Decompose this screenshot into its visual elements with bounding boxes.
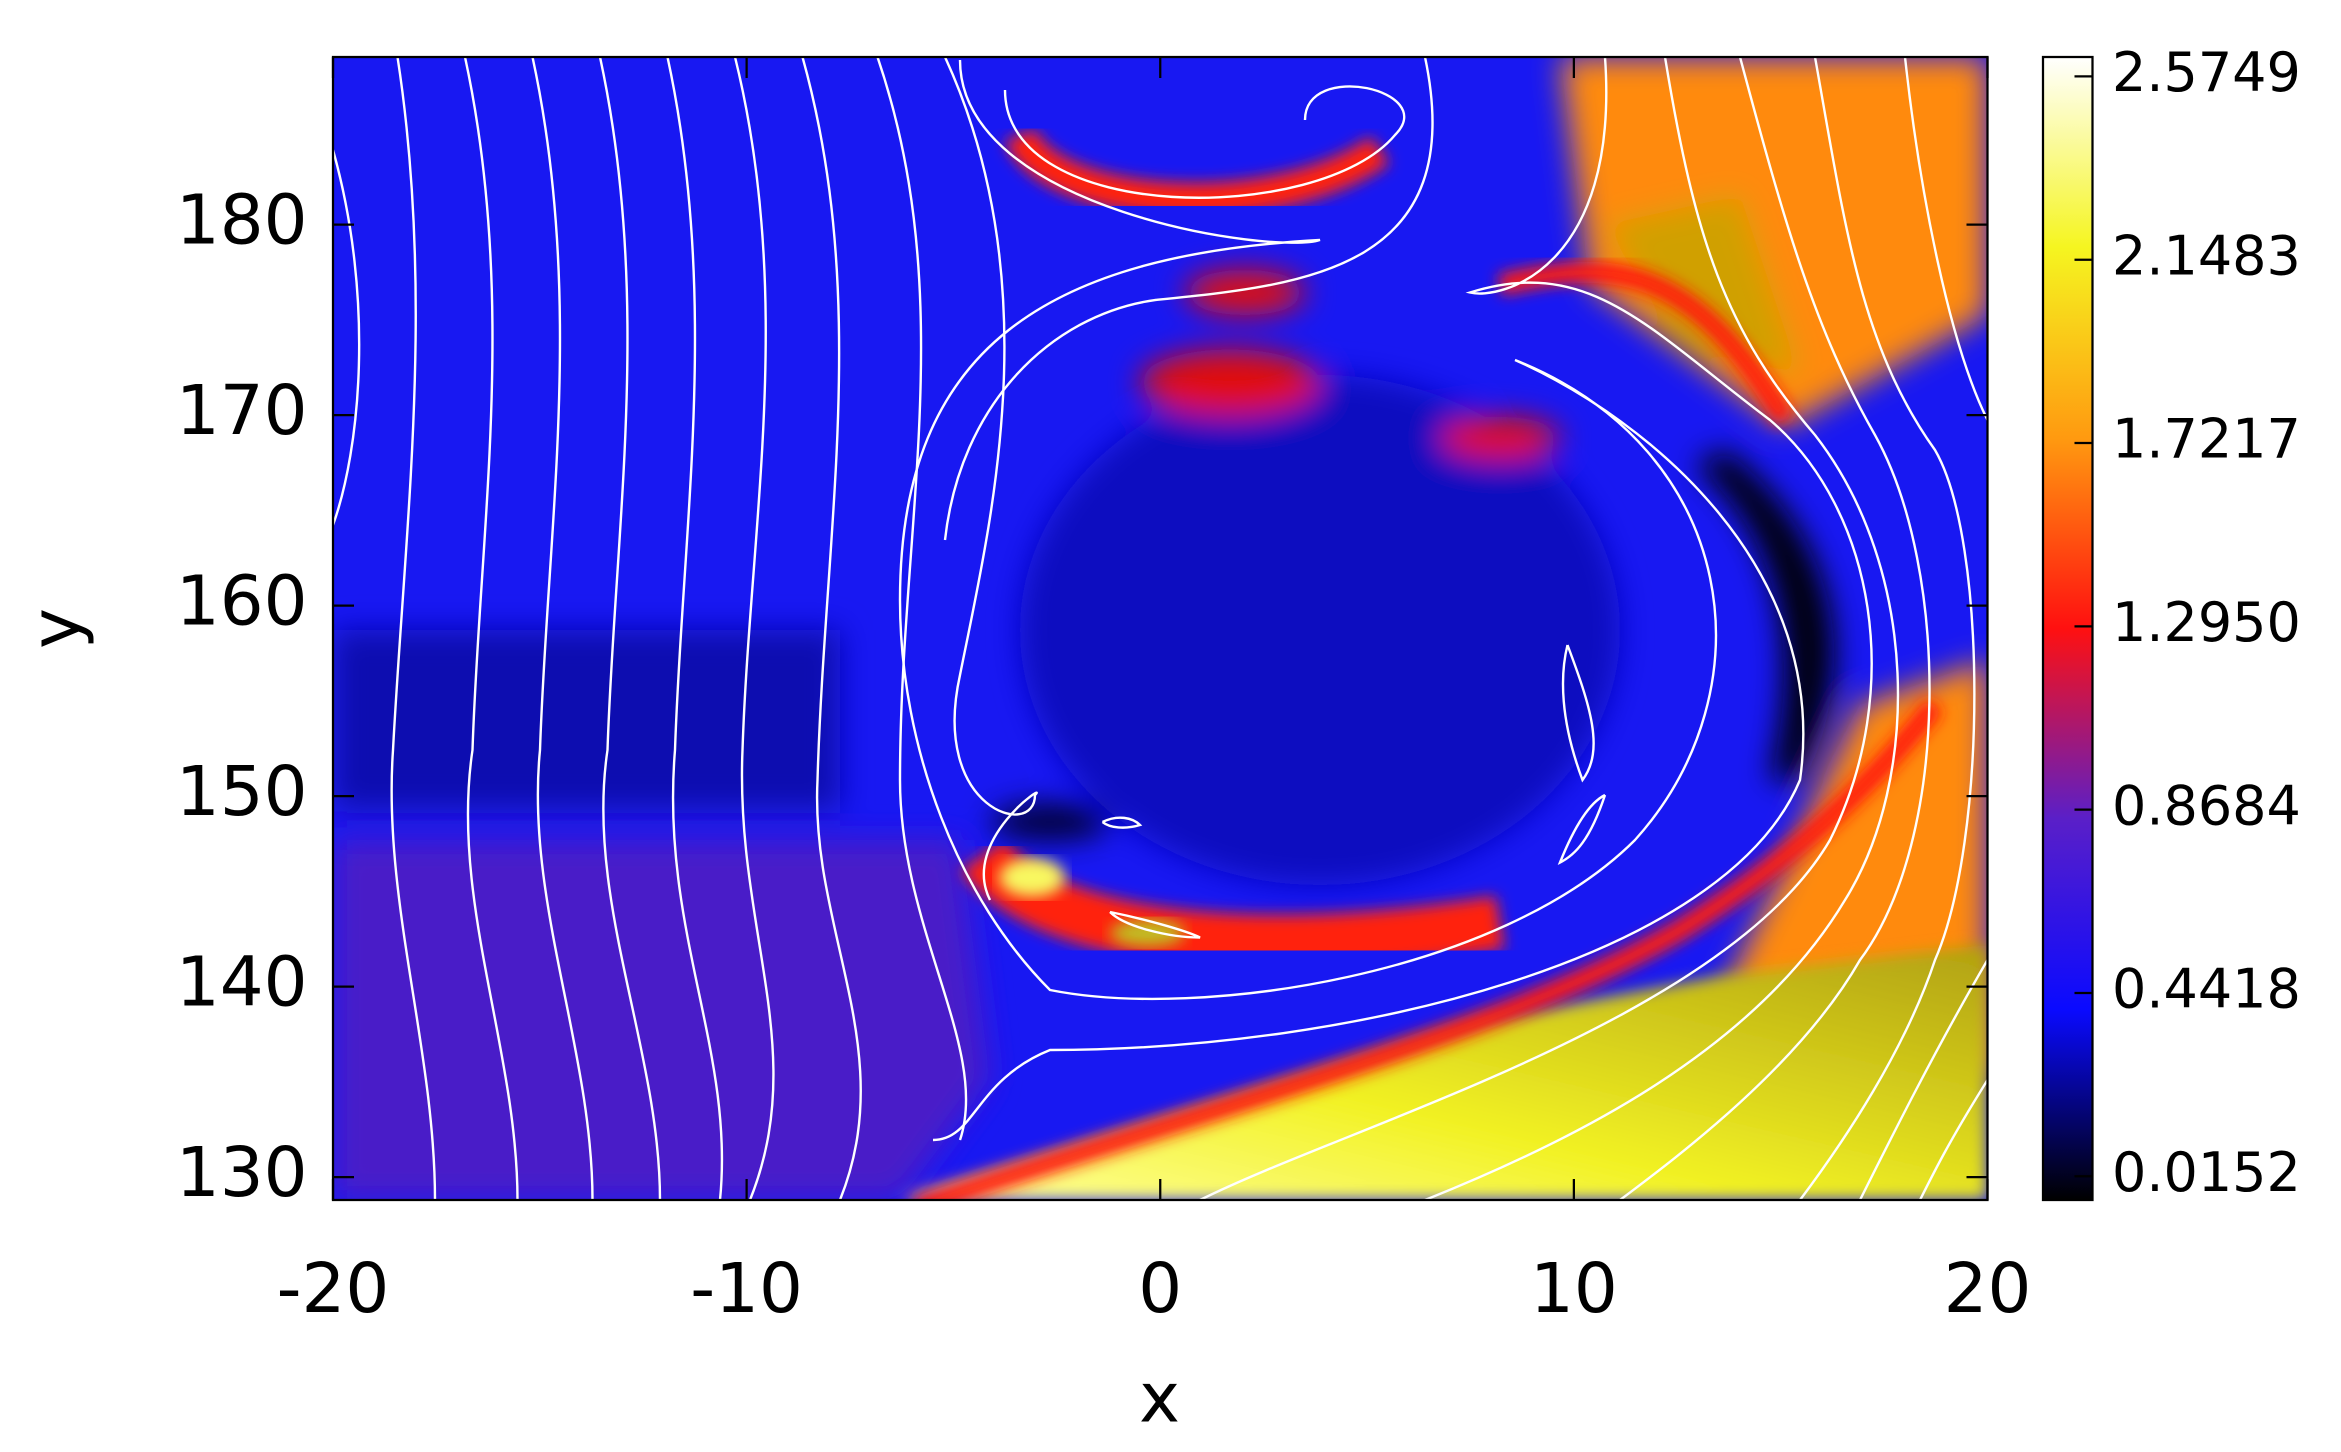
x-tick-label: 10 (1530, 1249, 1618, 1329)
x-tick-label: -20 (277, 1249, 390, 1329)
y-tick-label: 150 (176, 752, 308, 832)
x-axis-label: x (1139, 1359, 1180, 1439)
x-tick-label: 20 (1944, 1249, 2032, 1329)
colorbar-tick-label: 0.8684 (2112, 774, 2301, 837)
colorbar-tick-label: 2.5749 (2112, 41, 2301, 104)
y-tick-label: 170 (176, 371, 308, 451)
y-tick-label: 180 (176, 181, 308, 261)
colorbar-tick-label: 1.7217 (2112, 408, 2301, 471)
field-lines (332, 57, 1988, 1201)
colorbar (2041, 55, 2094, 1202)
colorbar-tick-label: 0.0152 (2112, 1141, 2301, 1204)
y-axis-label: y (16, 608, 96, 649)
x-tick-label: -10 (690, 1249, 803, 1329)
y-tick-label: 140 (176, 943, 308, 1023)
x-tick-label: 0 (1138, 1249, 1182, 1329)
colorbar-tick-label: 1.2950 (2112, 591, 2301, 654)
colorbar-tick-label: 2.1483 (2112, 224, 2301, 287)
field (332, 57, 1988, 1201)
colorbar-tick-label: 0.4418 (2112, 958, 2301, 1021)
y-tick-label: 130 (176, 1133, 308, 1213)
y-tick-label: 160 (176, 562, 308, 642)
